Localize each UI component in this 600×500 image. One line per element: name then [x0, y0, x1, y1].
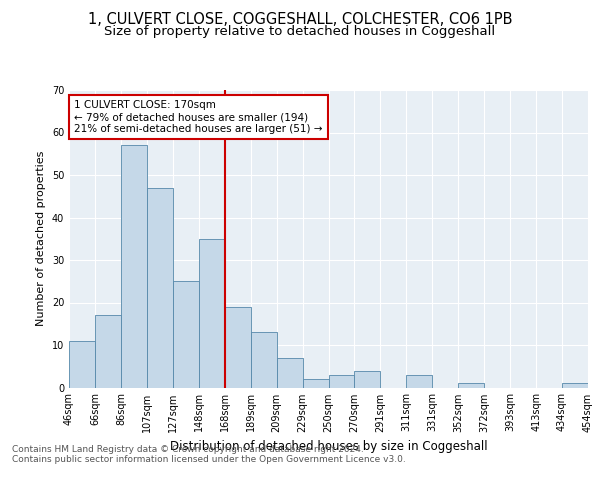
Bar: [173, 281, 199, 388]
Y-axis label: Number of detached properties: Number of detached properties: [36, 151, 46, 326]
Bar: [251, 332, 277, 388]
Bar: [95, 316, 121, 388]
Bar: [458, 383, 484, 388]
Bar: [199, 239, 224, 388]
Bar: [302, 379, 329, 388]
Bar: [562, 383, 588, 388]
Bar: [277, 358, 302, 388]
Bar: [355, 370, 380, 388]
Text: 1, CULVERT CLOSE, COGGESHALL, COLCHESTER, CO6 1PB: 1, CULVERT CLOSE, COGGESHALL, COLCHESTER…: [88, 12, 512, 26]
Bar: [225, 306, 251, 388]
Text: 1 CULVERT CLOSE: 170sqm
← 79% of detached houses are smaller (194)
21% of semi-d: 1 CULVERT CLOSE: 170sqm ← 79% of detache…: [74, 100, 323, 134]
Text: Contains HM Land Registry data © Crown copyright and database right 2024.
Contai: Contains HM Land Registry data © Crown c…: [12, 445, 406, 464]
Bar: [406, 375, 432, 388]
Bar: [329, 375, 355, 388]
Bar: [69, 341, 95, 388]
Bar: [147, 188, 173, 388]
Bar: [121, 145, 147, 388]
Text: Size of property relative to detached houses in Coggeshall: Size of property relative to detached ho…: [104, 24, 496, 38]
X-axis label: Distribution of detached houses by size in Coggeshall: Distribution of detached houses by size …: [170, 440, 487, 453]
